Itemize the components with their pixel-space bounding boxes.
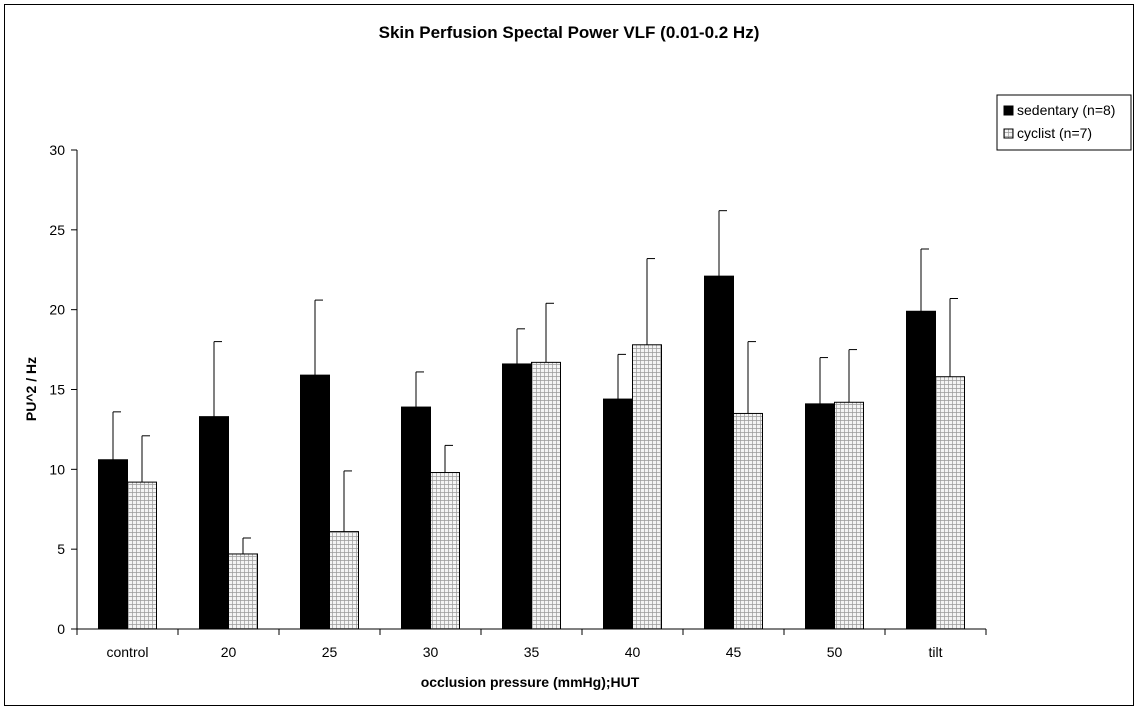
bar-cyclist [430,472,460,630]
bar-cyclist [632,344,662,630]
x-tick-label: control [106,644,148,660]
y-tick-label: 15 [49,382,65,398]
bar-cyclist [531,361,561,630]
bar-sedentary [906,310,936,630]
y-tick-label: 30 [49,142,65,158]
chart-title: Skin Perfusion Spectal Power VLF (0.01-0… [379,23,760,42]
legend: sedentary (n=8) cyclist (n=7) [996,94,1132,151]
x-tick-label: tilt [929,644,943,660]
legend-swatch-cyclist [1003,128,1014,139]
x-axis-title: occlusion pressure (mmHg);HUT [421,674,640,690]
bar-cyclist [228,553,258,630]
bar-sedentary [98,459,128,630]
bar-cyclist [935,376,965,630]
plot-area: 0 5 10 15 20 25 30 control 20 25 30 35 40 45 50 tilt [49,142,987,660]
x-tick-label: 20 [221,644,237,660]
bar-cyclist [329,531,359,630]
legend-box [996,94,1132,151]
legend-swatch-sedentary [1003,105,1014,116]
bar-sedentary [805,403,835,630]
x-tick-label: 30 [423,644,439,660]
bar-sedentary [401,406,431,630]
x-tick-label: 50 [827,644,843,660]
x-tick-label: 45 [726,644,742,660]
bar-cyclist [733,412,763,630]
bar-sedentary [300,374,330,630]
y-tick-label: 5 [57,541,65,557]
bar-sedentary [704,275,734,630]
legend-label-cyclist: cyclist (n=7) [1017,125,1092,141]
bar-sedentary [199,416,229,630]
y-tick-label: 25 [49,222,65,238]
bar-sedentary [502,363,532,630]
x-tick-label: 35 [524,644,540,660]
legend-label-sedentary: sedentary (n=8) [1017,102,1115,118]
y-tick-label: 0 [57,621,65,637]
bar-cyclist [127,481,157,630]
bar-sedentary [603,398,633,630]
x-tick-label: 25 [322,644,338,660]
x-tick-label: 40 [625,644,641,660]
y-tick-label: 20 [49,302,65,318]
y-axis-title: PU^2 / Hz [23,357,39,421]
bar-cyclist [834,401,864,630]
y-tick-label: 10 [49,461,65,477]
